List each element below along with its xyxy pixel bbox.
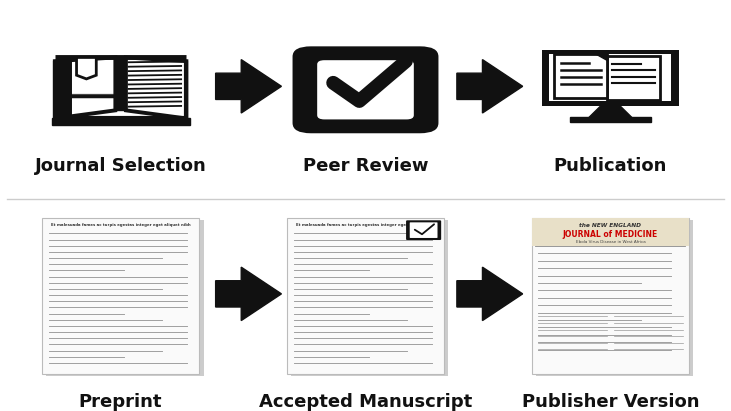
Polygon shape xyxy=(115,58,126,110)
FancyBboxPatch shape xyxy=(531,218,689,246)
FancyBboxPatch shape xyxy=(317,60,414,120)
Polygon shape xyxy=(457,267,523,321)
Text: Ebola Virus Disease in West Africa: Ebola Virus Disease in West Africa xyxy=(575,240,645,244)
Polygon shape xyxy=(596,54,607,60)
FancyBboxPatch shape xyxy=(406,220,442,240)
FancyBboxPatch shape xyxy=(51,118,190,125)
Text: Publisher Version
Version of Record: Publisher Version Version of Record xyxy=(521,393,700,411)
FancyBboxPatch shape xyxy=(570,118,651,122)
FancyBboxPatch shape xyxy=(542,50,679,106)
FancyBboxPatch shape xyxy=(292,46,439,133)
FancyBboxPatch shape xyxy=(292,220,449,376)
FancyBboxPatch shape xyxy=(554,54,607,98)
Text: JOURNAL of MEDICINE: JOURNAL of MEDICINE xyxy=(563,230,658,239)
Polygon shape xyxy=(55,59,72,118)
Text: Publication: Publication xyxy=(553,157,667,175)
Polygon shape xyxy=(457,60,523,113)
Text: Accepted Manuscript
Post-Print: Accepted Manuscript Post-Print xyxy=(259,393,472,411)
Polygon shape xyxy=(126,58,186,118)
FancyBboxPatch shape xyxy=(536,220,693,376)
Polygon shape xyxy=(588,106,632,118)
Polygon shape xyxy=(216,267,281,321)
Text: Journal Selection: Journal Selection xyxy=(35,157,206,175)
Text: Et malesuada fames ac turpis egestas integer eget aliquet nibh: Et malesuada fames ac turpis egestas int… xyxy=(295,223,436,227)
FancyBboxPatch shape xyxy=(607,56,660,100)
Text: Peer Review: Peer Review xyxy=(303,157,428,175)
FancyBboxPatch shape xyxy=(550,54,671,102)
Text: Preprint: Preprint xyxy=(79,393,162,411)
FancyBboxPatch shape xyxy=(42,218,199,374)
Polygon shape xyxy=(216,60,281,113)
Polygon shape xyxy=(55,58,115,118)
Polygon shape xyxy=(77,58,96,79)
FancyBboxPatch shape xyxy=(47,220,203,376)
FancyBboxPatch shape xyxy=(409,222,437,238)
FancyBboxPatch shape xyxy=(531,218,689,374)
Text: the NEW ENGLAND: the NEW ENGLAND xyxy=(580,223,641,228)
Text: Et malesuada fames ac turpis egestas integer eget aliquet nibh: Et malesuada fames ac turpis egestas int… xyxy=(50,223,191,227)
FancyBboxPatch shape xyxy=(287,218,444,374)
